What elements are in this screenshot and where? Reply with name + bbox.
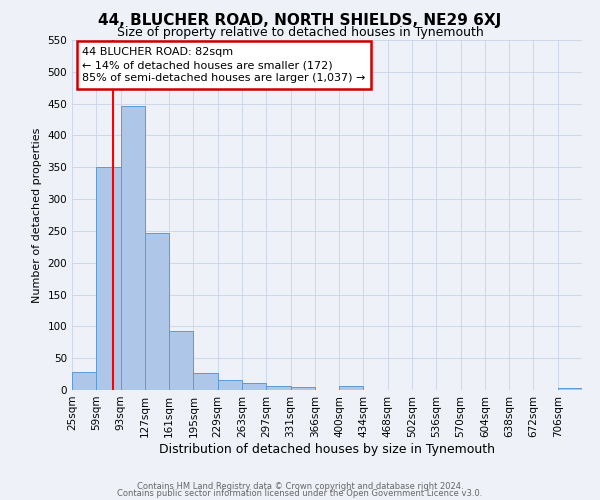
Bar bbox=[193, 374, 218, 390]
Bar bbox=[339, 386, 364, 390]
Bar bbox=[121, 106, 145, 390]
Text: Size of property relative to detached houses in Tynemouth: Size of property relative to detached ho… bbox=[116, 26, 484, 39]
Bar bbox=[96, 168, 121, 390]
Y-axis label: Number of detached properties: Number of detached properties bbox=[32, 128, 42, 302]
Bar bbox=[145, 233, 169, 390]
Bar bbox=[242, 383, 266, 390]
X-axis label: Distribution of detached houses by size in Tynemouth: Distribution of detached houses by size … bbox=[159, 442, 495, 456]
Bar bbox=[266, 386, 290, 390]
Text: Contains public sector information licensed under the Open Government Licence v3: Contains public sector information licen… bbox=[118, 488, 482, 498]
Bar bbox=[72, 372, 96, 390]
Text: 44 BLUCHER ROAD: 82sqm
← 14% of detached houses are smaller (172)
85% of semi-de: 44 BLUCHER ROAD: 82sqm ← 14% of detached… bbox=[82, 47, 365, 84]
Text: Contains HM Land Registry data © Crown copyright and database right 2024.: Contains HM Land Registry data © Crown c… bbox=[137, 482, 463, 491]
Bar bbox=[218, 380, 242, 390]
Bar bbox=[169, 331, 193, 390]
Bar bbox=[290, 387, 315, 390]
Text: 44, BLUCHER ROAD, NORTH SHIELDS, NE29 6XJ: 44, BLUCHER ROAD, NORTH SHIELDS, NE29 6X… bbox=[98, 12, 502, 28]
Bar bbox=[558, 388, 582, 390]
